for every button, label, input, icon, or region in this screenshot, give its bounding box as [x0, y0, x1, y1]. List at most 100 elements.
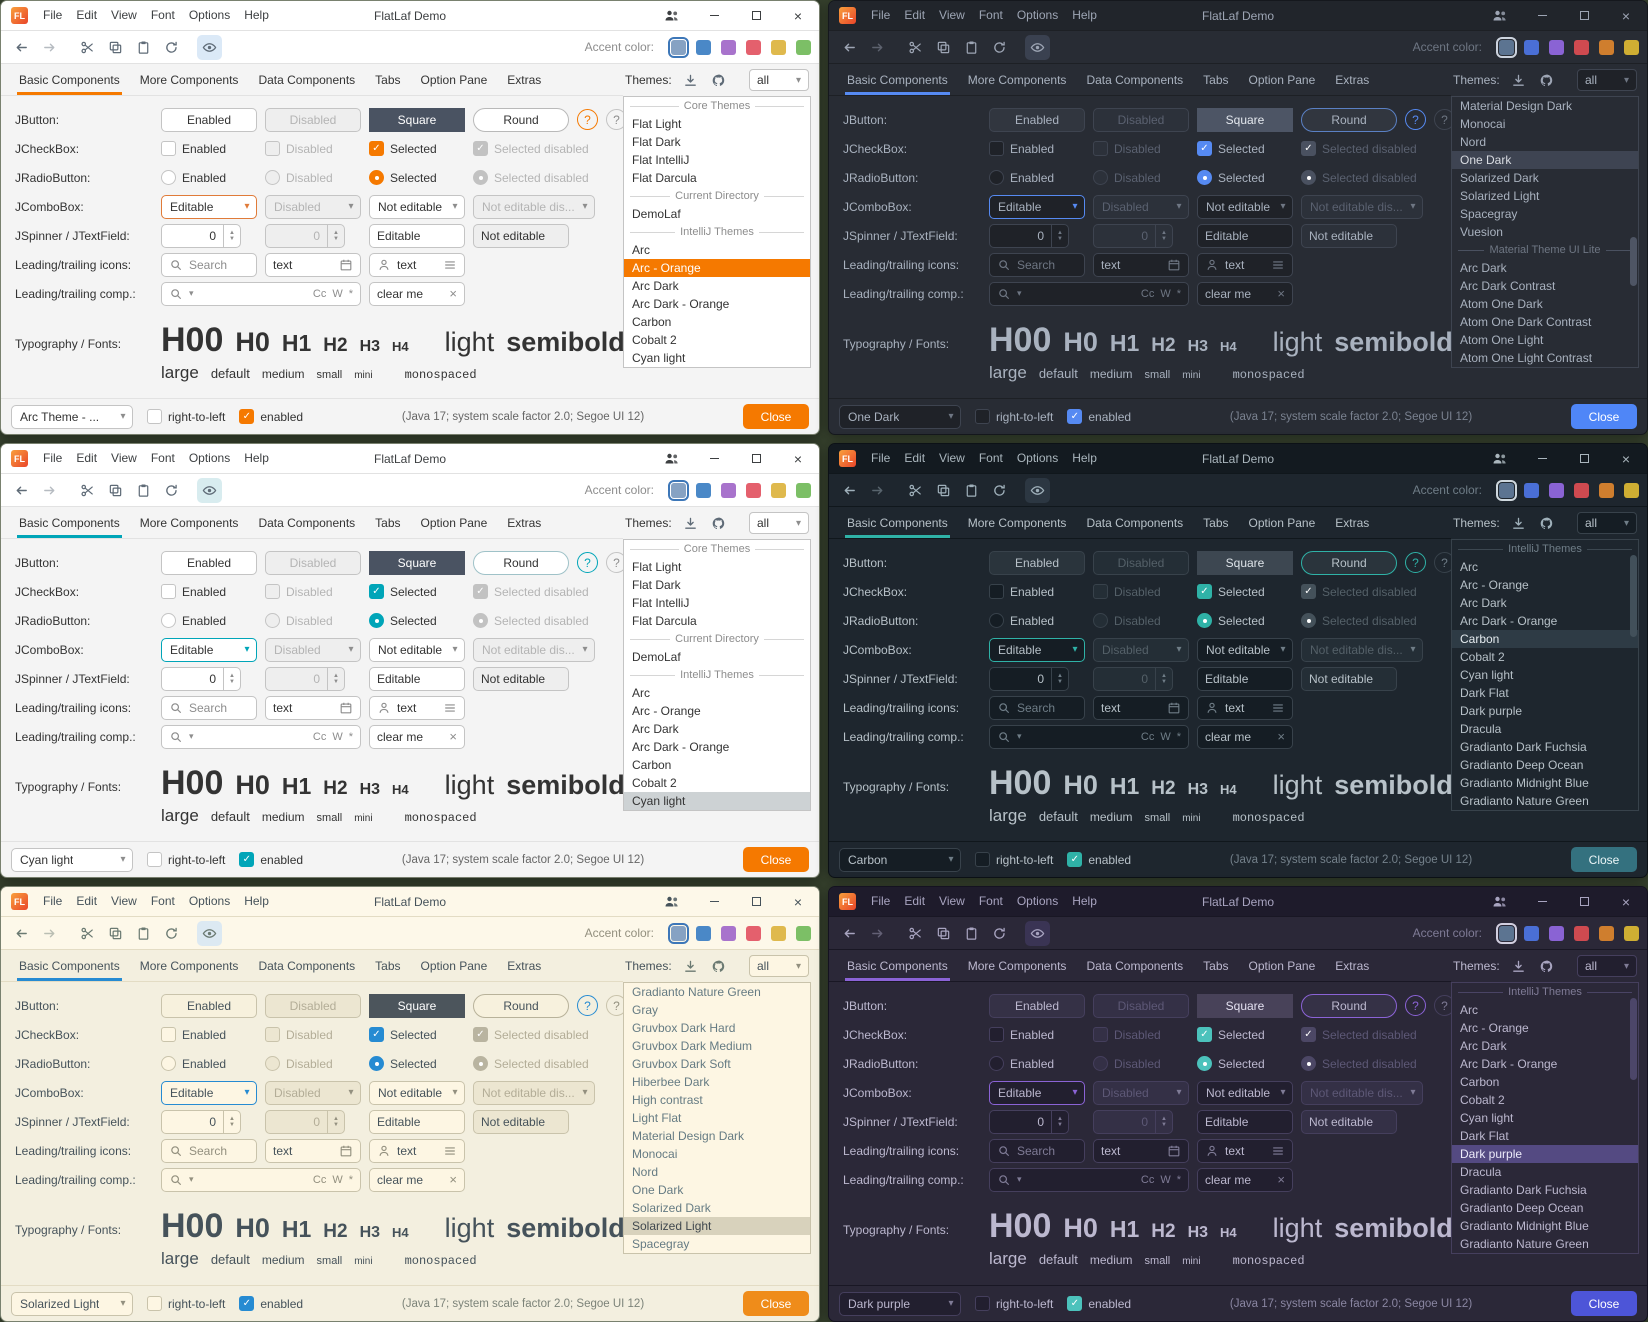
- combobox-not-editable[interactable]: Not editable ▾: [1197, 1080, 1293, 1105]
- tab[interactable]: Tabs: [1203, 516, 1229, 530]
- square-button[interactable]: Square: [1197, 993, 1293, 1018]
- theme-selector-combo[interactable]: Carbon ▾: [839, 847, 961, 872]
- menu-item[interactable]: Font: [978, 894, 1003, 908]
- search-with-options-field[interactable]: ▾ Cc W *: [989, 1167, 1189, 1192]
- theme-list-item[interactable]: Arc - Orange: [624, 259, 810, 277]
- whole-words-button[interactable]: W: [1160, 730, 1171, 743]
- checkbox-enabled[interactable]: Enabled: [161, 1027, 226, 1042]
- accent-swatch[interactable]: [668, 922, 689, 944]
- checkbox-enabled[interactable]: Enabled: [161, 584, 226, 599]
- scrollbar-thumb[interactable]: [1630, 998, 1637, 1080]
- theme-list-item[interactable]: Gradianto Dark Fuchsia: [1452, 738, 1638, 756]
- theme-list-item[interactable]: Gradianto Nature Green: [1452, 792, 1638, 810]
- theme-list-item[interactable]: Cyan light: [1452, 666, 1638, 684]
- checkbox-selected[interactable]: Selected: [1197, 141, 1265, 156]
- checkbox-selected-disabled[interactable]: Selected disabled: [473, 1027, 589, 1042]
- enabled-checkbox[interactable]: enabled: [239, 852, 303, 867]
- minimize-button[interactable]: [1531, 448, 1553, 470]
- match-case-button[interactable]: Cc: [312, 287, 327, 300]
- help-button-secondary[interactable]: ?: [606, 995, 623, 1016]
- help-button[interactable]: ?: [1405, 995, 1426, 1016]
- theme-list-item[interactable]: Atom One Dark: [1452, 295, 1638, 313]
- refresh-icon[interactable]: [987, 35, 1012, 60]
- menu-item[interactable]: Help: [1072, 8, 1097, 22]
- accent-swatch[interactable]: [1496, 479, 1517, 501]
- menu-item[interactable]: File: [871, 894, 891, 908]
- spinner[interactable]: 0 ▲ ▼: [989, 1109, 1069, 1134]
- themes-filter-combo[interactable]: all ▾: [749, 69, 809, 91]
- tab[interactable]: Extras: [1335, 516, 1370, 530]
- theme-list-item[interactable]: Spacegray: [624, 1235, 810, 1253]
- radio-enabled[interactable]: Enabled: [989, 170, 1054, 185]
- theme-list-item[interactable]: Arc Dark: [1452, 1037, 1638, 1055]
- refresh-icon[interactable]: [987, 921, 1012, 946]
- regex-button[interactable]: *: [1176, 1173, 1181, 1186]
- theme-list-item[interactable]: One Dark: [1452, 151, 1638, 169]
- show-hidden-toggle[interactable]: [1025, 920, 1050, 946]
- search-field[interactable]: Search: [989, 252, 1085, 277]
- theme-list-item[interactable]: Solarized Light: [1452, 187, 1638, 205]
- theme-list-item[interactable]: Arc Dark Contrast: [1452, 277, 1638, 295]
- disabled-button[interactable]: Disabled: [265, 550, 361, 575]
- match-case-button[interactable]: Cc: [312, 1173, 327, 1186]
- cut-icon[interactable]: [903, 35, 928, 60]
- copy-icon[interactable]: [931, 478, 956, 503]
- whole-words-button[interactable]: W: [1160, 1173, 1171, 1186]
- theme-list-item[interactable]: Arc Dark: [1452, 594, 1638, 612]
- themes-filter-combo[interactable]: all ▾: [1577, 69, 1637, 91]
- download-theme-button[interactable]: [1508, 512, 1530, 534]
- tab[interactable]: Data Components: [1086, 73, 1184, 87]
- accent-swatch[interactable]: [1524, 39, 1539, 55]
- chevron-down-icon[interactable]: ▾: [452, 644, 458, 655]
- copy-icon[interactable]: [103, 35, 128, 60]
- date-field[interactable]: text: [265, 252, 361, 277]
- minimize-button[interactable]: [1531, 891, 1553, 913]
- chevron-down-icon[interactable]: ▾: [189, 1174, 194, 1184]
- search-field[interactable]: Search: [989, 1138, 1085, 1163]
- users-icon[interactable]: [1489, 5, 1511, 27]
- combobox-not-editable[interactable]: Not editable ▾: [369, 194, 465, 219]
- users-icon[interactable]: [661, 891, 683, 913]
- maximize-button[interactable]: [745, 891, 767, 913]
- tab[interactable]: Basic Components: [9, 64, 130, 95]
- cut-icon[interactable]: [75, 478, 100, 503]
- menu-item[interactable]: Options: [1016, 8, 1059, 22]
- close-button[interactable]: Close: [743, 404, 809, 429]
- close-window-button[interactable]: ×: [793, 450, 803, 467]
- tab[interactable]: Option Pane: [420, 959, 488, 973]
- theme-list-item[interactable]: Gradianto Nature Green: [1452, 1235, 1638, 1253]
- theme-list-item[interactable]: Core Themes: [624, 97, 810, 115]
- textfield-not-editable[interactable]: Not editable: [473, 223, 569, 248]
- theme-list-item[interactable]: Current Directory: [624, 187, 810, 205]
- tab[interactable]: More Components: [139, 959, 239, 973]
- github-button[interactable]: [1536, 512, 1558, 534]
- theme-list-item[interactable]: Solarized Dark: [624, 1199, 810, 1217]
- chevron-down-icon[interactable]: ▾: [452, 201, 458, 212]
- enabled-button[interactable]: Enabled: [989, 550, 1085, 575]
- spinner-down-icon[interactable]: ▼: [229, 235, 235, 242]
- right-to-left-checkbox[interactable]: right-to-left: [975, 409, 1053, 424]
- github-button[interactable]: [708, 955, 730, 977]
- theme-list-item[interactable]: Arc Dark - Orange: [624, 738, 810, 756]
- whole-words-button[interactable]: W: [332, 1173, 343, 1186]
- theme-list-item[interactable]: Carbon: [1452, 1073, 1638, 1091]
- maximize-button[interactable]: [1573, 891, 1595, 913]
- search-with-options-field[interactable]: ▾ Cc W *: [989, 724, 1189, 749]
- theme-list-item[interactable]: Gradianto Midnight Blue: [1452, 774, 1638, 792]
- regex-button[interactable]: *: [348, 1173, 353, 1186]
- close-button[interactable]: Close: [1571, 404, 1637, 429]
- checkbox-selected[interactable]: Selected: [369, 1027, 437, 1042]
- show-hidden-toggle[interactable]: [197, 477, 222, 503]
- menu-item[interactable]: View: [939, 8, 965, 22]
- textfield-editable[interactable]: Editable: [369, 666, 465, 691]
- date-field[interactable]: text: [1093, 252, 1189, 277]
- tab[interactable]: Extras: [1335, 73, 1370, 87]
- back-button[interactable]: [9, 921, 34, 946]
- menu-item[interactable]: File: [43, 894, 63, 908]
- clear-icon[interactable]: ×: [449, 286, 457, 301]
- accent-swatch[interactable]: [746, 482, 761, 498]
- close-button[interactable]: Close: [1571, 1291, 1637, 1316]
- checkbox-enabled[interactable]: Enabled: [989, 584, 1054, 599]
- tab[interactable]: Data Components: [258, 73, 356, 87]
- theme-list-item[interactable]: Hiberbee Dark: [624, 1073, 810, 1091]
